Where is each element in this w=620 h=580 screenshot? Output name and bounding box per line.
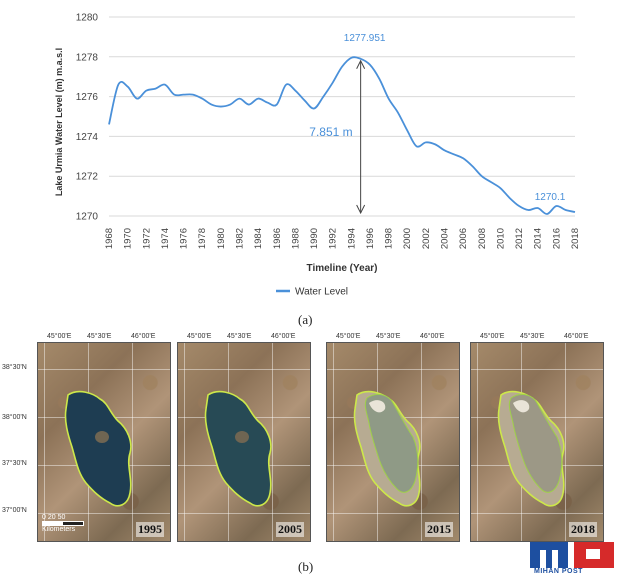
- lake-shape: [64, 390, 132, 507]
- lake-water: [508, 393, 563, 493]
- x-tick-label: 1970: [123, 228, 134, 249]
- y-tick-label: 1280: [76, 13, 99, 24]
- lake-shape: [204, 390, 272, 507]
- longitude-label: 45°00'E: [336, 333, 361, 340]
- x-tick-label: 1978: [197, 228, 208, 249]
- lake-shape: [353, 390, 421, 507]
- series-line-water-level: [108, 56, 576, 215]
- x-tick-label: 1988: [290, 228, 301, 249]
- annotation-drop: 7.851 m: [309, 125, 352, 139]
- x-tick-label: 2004: [440, 228, 451, 249]
- longitude-label: 45°30'E: [227, 333, 252, 340]
- y-tick-label: 1276: [76, 92, 99, 103]
- y-tick-label: 1270: [76, 212, 99, 223]
- map-panel-2015: 2015: [326, 342, 460, 542]
- longitude-label: 45°30'E: [520, 333, 545, 340]
- x-tick-label: 1976: [179, 228, 190, 249]
- x-tick-label: 1968: [104, 228, 115, 249]
- y-axis-label: Lake Urmia Water Level (m) m.a.s.l: [54, 48, 64, 196]
- x-tick-labels: 1968 1970 1972 1974 1976 1978 1980 1982 1984 1986…: [104, 228, 581, 249]
- salt-flat: [369, 400, 386, 413]
- drop-arrow-head-bottom: [356, 204, 366, 215]
- x-tick-label: 2014: [533, 228, 544, 249]
- drop-arrow-head-top: [356, 59, 366, 69]
- x-tick-label: 1992: [328, 228, 339, 249]
- latitude-label: 38°00'N: [2, 414, 27, 421]
- longitude-label: 46°00'E: [420, 333, 445, 340]
- x-tick-label: 2006: [458, 228, 469, 249]
- lake-shoreline: [64, 390, 132, 507]
- longitude-label: 45°30'E: [376, 333, 401, 340]
- latitude-label: 37°30'N: [2, 460, 27, 467]
- x-axis-label: Timeline (Year): [307, 263, 378, 274]
- longitude-label: 45°00'E: [187, 333, 212, 340]
- latitude-label: 38°30'N: [2, 364, 27, 371]
- map-panel-1995: 1995 0 20 50 Kilometers: [37, 342, 171, 542]
- longitude-label: 45°30'E: [87, 333, 112, 340]
- lake-shape: [497, 390, 565, 507]
- legend-label: Water Level: [295, 287, 348, 298]
- map-year-label: 2005: [276, 522, 304, 537]
- water-level-chart: 1270 1272 1274 1276 1278 1280 1968 1970 1972 197…: [54, 13, 581, 298]
- lake-island: [235, 431, 249, 443]
- logo-text: MIHAN POST: [534, 568, 583, 575]
- map-year-label: 2018: [569, 522, 597, 537]
- x-tick-label: 2016: [551, 228, 562, 249]
- x-tick-label: 2018: [570, 228, 581, 249]
- longitude-label: 45°00'E: [480, 333, 505, 340]
- x-tick-label: 1996: [365, 228, 376, 249]
- longitude-label: 46°00'E: [131, 333, 156, 340]
- logo-p-mark: [574, 542, 614, 568]
- site-logo: MIHAN POST: [530, 542, 616, 578]
- x-tick-label: 2008: [477, 228, 488, 249]
- scale-bar-unit: Kilometers: [42, 526, 76, 533]
- x-tick-label: 1986: [272, 228, 283, 249]
- x-tick-label: 1994: [346, 228, 357, 249]
- y-tick-label: 1278: [76, 52, 99, 63]
- map-panel-2005: 2005: [177, 342, 311, 542]
- longitude-label: 45°00'E: [47, 333, 72, 340]
- lake-island: [95, 431, 109, 443]
- logo-m-mark: [530, 542, 568, 568]
- lake-water: [364, 393, 419, 493]
- longitude-label: 46°00'E: [271, 333, 296, 340]
- salt-flat: [513, 400, 530, 413]
- x-tick-label: 1974: [160, 228, 171, 249]
- annotation-peak: 1277.951: [344, 33, 386, 44]
- caption-b: (b): [298, 559, 314, 574]
- scale-bar-graphic: [42, 521, 84, 526]
- x-tick-label: 1998: [384, 228, 395, 249]
- map-panel-2018: 2018: [470, 342, 604, 542]
- x-tick-label: 1984: [253, 228, 264, 249]
- series-layer: [108, 56, 576, 215]
- map-year-label: 1995: [136, 522, 164, 537]
- y-tick-labels: 1270 1272 1274 1276 1278 1280: [76, 13, 99, 223]
- x-tick-label: 2010: [495, 228, 506, 249]
- x-tick-label: 1972: [141, 228, 152, 249]
- x-tick-label: 2000: [402, 228, 413, 249]
- x-tick-label: 2002: [421, 228, 432, 249]
- lake-shoreline: [204, 390, 272, 507]
- scale-bar: 0 20 50 Kilometers: [42, 514, 84, 533]
- latitude-label: 37°00'N: [2, 507, 27, 514]
- caption-a: (a): [298, 312, 313, 327]
- x-tick-label: 1980: [216, 228, 227, 249]
- map-year-label: 2015: [425, 522, 453, 537]
- longitude-label: 46°00'E: [564, 333, 589, 340]
- scale-bar-ticks: 0 20 50: [42, 514, 66, 521]
- annotation-min: 1270.1: [535, 192, 566, 203]
- x-tick-label: 1982: [234, 228, 245, 249]
- y-tick-label: 1274: [76, 132, 99, 143]
- x-tick-label: 1990: [309, 228, 320, 249]
- x-tick-label: 2012: [514, 228, 525, 249]
- chart-grid: [109, 16, 575, 217]
- y-tick-label: 1272: [76, 172, 99, 183]
- annotation-layer: 1277.951 1270.1 7.851 m: [309, 33, 566, 215]
